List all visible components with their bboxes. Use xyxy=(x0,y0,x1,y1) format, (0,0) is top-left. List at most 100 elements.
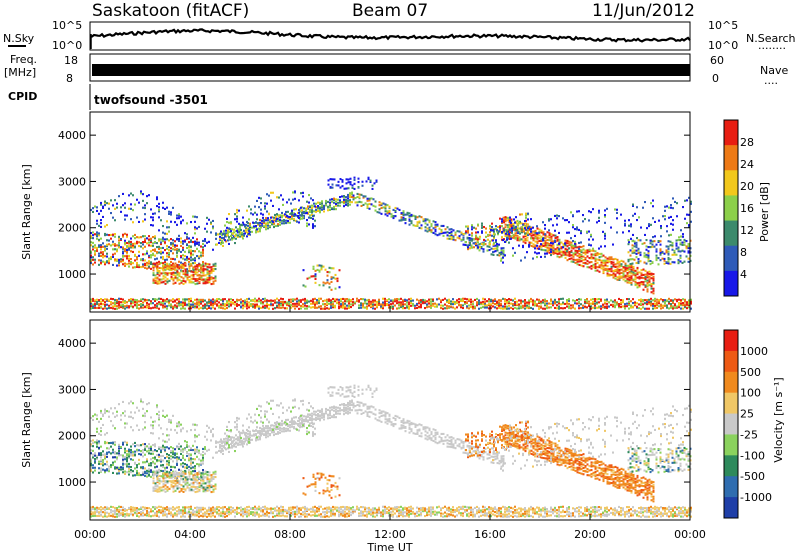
power-cell xyxy=(282,302,284,305)
power-cell xyxy=(640,269,643,272)
velocity-cell xyxy=(456,509,458,512)
power-cell xyxy=(658,305,660,308)
power-cell xyxy=(190,240,192,243)
power-cell xyxy=(146,252,148,255)
power-cell xyxy=(446,299,448,302)
power-cell xyxy=(542,231,545,234)
power-cell xyxy=(638,303,640,306)
power-cell xyxy=(316,306,318,309)
power-cell xyxy=(180,276,183,279)
power-cell xyxy=(540,243,542,246)
power-cell xyxy=(394,215,397,218)
velocity-cell xyxy=(232,509,234,512)
power-cell xyxy=(306,219,308,222)
power-cell xyxy=(292,299,294,302)
power-cell xyxy=(208,270,211,273)
power-cell xyxy=(467,227,469,230)
power-cell xyxy=(586,298,588,301)
power-cell xyxy=(100,302,102,305)
power-cell xyxy=(170,265,173,268)
velocity-cell xyxy=(216,508,218,511)
power-cell xyxy=(116,244,118,247)
power-cell xyxy=(144,204,146,207)
power-cell xyxy=(436,298,438,301)
velocity-cell xyxy=(264,505,266,508)
power-cell xyxy=(317,209,319,212)
power-cell xyxy=(156,205,158,208)
power-cell xyxy=(192,277,195,280)
power-cell xyxy=(349,199,351,202)
velocity-cell xyxy=(316,510,318,513)
power-cell xyxy=(278,299,280,302)
power-cell xyxy=(558,302,560,305)
power-cell xyxy=(104,249,106,252)
power-cell xyxy=(502,239,504,242)
power-cell xyxy=(285,222,287,225)
power-cell xyxy=(332,276,335,279)
velocity-cell xyxy=(166,508,168,511)
power-cell xyxy=(90,251,92,254)
power-cell xyxy=(311,213,313,216)
power-cell xyxy=(132,242,134,245)
power-cell xyxy=(152,265,155,268)
power-cell xyxy=(384,210,387,213)
power-cell xyxy=(330,299,332,302)
power-cell xyxy=(330,303,332,306)
power-cell xyxy=(260,208,262,211)
power-cell xyxy=(479,235,481,238)
power-cell xyxy=(366,302,368,305)
power-cell xyxy=(478,243,481,246)
power-cell xyxy=(546,300,548,303)
power-cell xyxy=(482,250,485,253)
power-cell xyxy=(281,214,283,217)
velocity-cell xyxy=(252,507,254,510)
power-cell xyxy=(416,223,419,226)
power-cell xyxy=(576,251,579,254)
velocity-cell xyxy=(278,507,280,510)
power-cell xyxy=(630,264,633,267)
power-cell xyxy=(456,306,458,309)
power-cell xyxy=(444,297,446,300)
power-cell xyxy=(180,250,182,253)
velocity-cell xyxy=(428,508,430,511)
velocity-cell xyxy=(344,510,346,513)
power-cell xyxy=(204,280,207,283)
power-cell xyxy=(687,260,690,263)
power-cell xyxy=(178,234,180,237)
power-cell xyxy=(198,274,201,277)
power-cell xyxy=(578,304,580,307)
velocity-cell xyxy=(432,512,434,515)
power-cell xyxy=(491,222,493,225)
power-cell xyxy=(498,299,500,302)
power-cell xyxy=(303,207,305,210)
power-cell xyxy=(198,301,200,304)
power-cell xyxy=(506,302,508,305)
power-cell xyxy=(438,303,440,306)
power-cell xyxy=(374,200,377,203)
power-cell xyxy=(446,307,448,310)
power-cell xyxy=(266,210,268,213)
power-cell xyxy=(98,232,100,235)
power-cell xyxy=(94,250,96,253)
velocity-cell xyxy=(368,512,370,515)
power-cell xyxy=(372,299,374,302)
power-cell xyxy=(388,209,391,212)
power-cell xyxy=(158,279,161,282)
power-cell xyxy=(356,297,358,300)
power-cell xyxy=(333,178,336,181)
velocity-cell xyxy=(160,509,162,512)
power-cell xyxy=(170,220,172,223)
power-cell xyxy=(170,277,173,280)
power-cell xyxy=(98,306,100,309)
power-cell xyxy=(550,300,552,303)
power-cell xyxy=(270,303,272,306)
power-cell xyxy=(202,274,205,277)
power-cell xyxy=(662,306,664,309)
power-cell xyxy=(170,211,172,214)
velocity-cell xyxy=(398,509,400,512)
power-cell xyxy=(630,225,632,228)
power-cell xyxy=(673,261,676,264)
power-cell xyxy=(442,304,444,307)
nave-bottom-tick: 0 xyxy=(712,72,719,85)
